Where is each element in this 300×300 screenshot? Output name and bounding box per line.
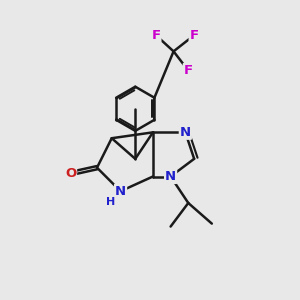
Text: N: N [115, 185, 126, 198]
Text: O: O [65, 167, 76, 180]
Text: N: N [180, 126, 191, 139]
Text: F: F [184, 64, 193, 77]
Text: F: F [151, 29, 160, 42]
Text: H: H [106, 196, 115, 206]
Text: N: N [165, 170, 176, 183]
Text: F: F [190, 29, 199, 42]
